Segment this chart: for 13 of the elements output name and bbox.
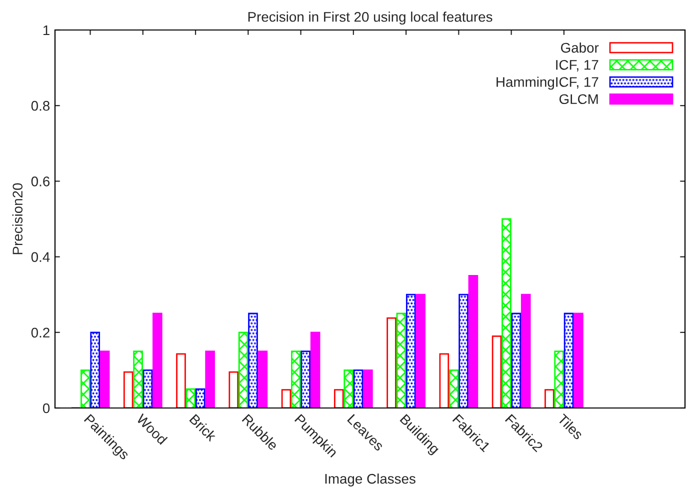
y-tick-label: 0.2	[31, 328, 50, 338]
legend-label: GLCM	[559, 94, 598, 104]
chart-title: Precision in First 20 using local features	[248, 12, 492, 25]
y-tick-label: 1	[43, 25, 50, 36]
legend-label: HammingICF, 17	[496, 76, 598, 90]
y-axis-title: Precision20	[12, 183, 23, 254]
y-tick-label: 0	[42, 403, 50, 414]
legend-label: ICF, 17	[556, 60, 598, 72]
x-axis-title: Image Classes	[325, 474, 416, 486]
y-tick-label: 0.6	[31, 176, 50, 186]
y-tick-label: 0.8	[31, 100, 50, 111]
legend-label: Gabor	[560, 42, 599, 53]
y-tick-label: 0.4	[31, 252, 50, 262]
